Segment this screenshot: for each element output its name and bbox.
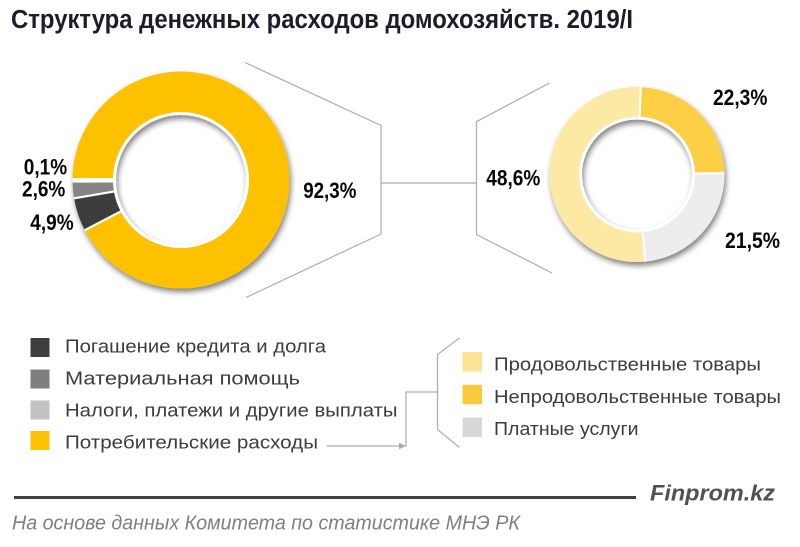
svg-text:4,9%: 4,9% [30,210,73,235]
svg-text:Платные услуги: Платные услуги [494,418,639,439]
svg-text:92,3%: 92,3% [303,178,356,203]
svg-text:Продовольственные товары: Продовольственные товары [494,353,761,374]
svg-text:Потребительские расходы: Потребительские расходы [65,432,318,453]
svg-text:Finprom.kz: Finprom.kz [650,481,776,506]
svg-text:21,5%: 21,5% [725,228,780,253]
svg-text:Налоги, платежи и другие выпла: Налоги, платежи и другие выплаты [65,400,398,421]
svg-text:Материальная помощь: Материальная помощь [65,368,300,389]
svg-text:48,6%: 48,6% [486,166,540,191]
svg-text:2,6%: 2,6% [22,176,65,201]
svg-text:На основе данных Комитета по: На основе данных Комитета по статистике … [12,513,521,535]
svg-text:Структура денежных расходов до: Структура денежных расходов домохозяйств… [11,6,633,34]
svg-text:Погашение кредита и долга: Погашение кредита и долга [65,336,327,357]
svg-text:Непродовольственные товары: Непродовольственные товары [494,386,781,407]
svg-text:22,3%: 22,3% [713,85,767,110]
